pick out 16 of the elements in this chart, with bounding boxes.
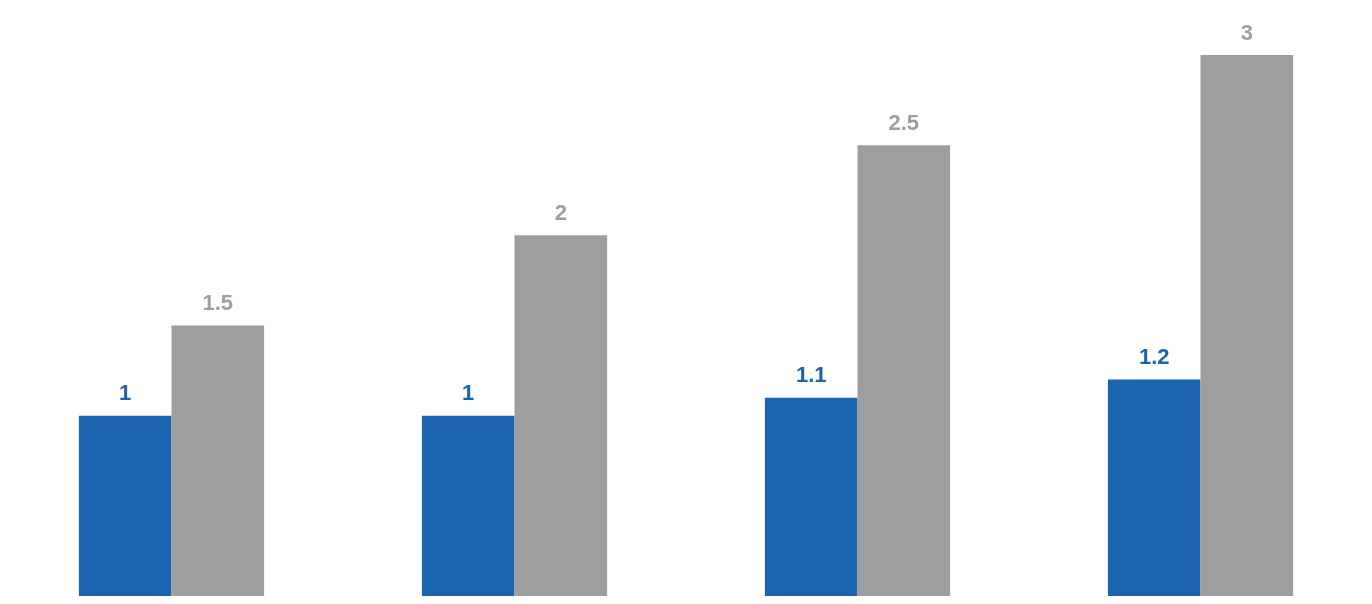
data-label: 1.5 (202, 290, 234, 315)
data-label: 1 (462, 380, 475, 406)
data-label: 1 (119, 380, 132, 406)
bar (78, 415, 172, 596)
bar (1107, 379, 1201, 596)
data-label: 2 (554, 199, 567, 225)
bar (1200, 55, 1294, 596)
bar (514, 235, 608, 596)
bar (171, 325, 265, 596)
bar (421, 415, 515, 596)
bar (857, 145, 951, 596)
bar (764, 397, 858, 596)
data-label: 1.1 (795, 362, 827, 388)
data-label: 3 (1240, 19, 1253, 45)
data-label: 1.2 (1138, 344, 1170, 370)
data-label: 2.5 (888, 109, 920, 135)
